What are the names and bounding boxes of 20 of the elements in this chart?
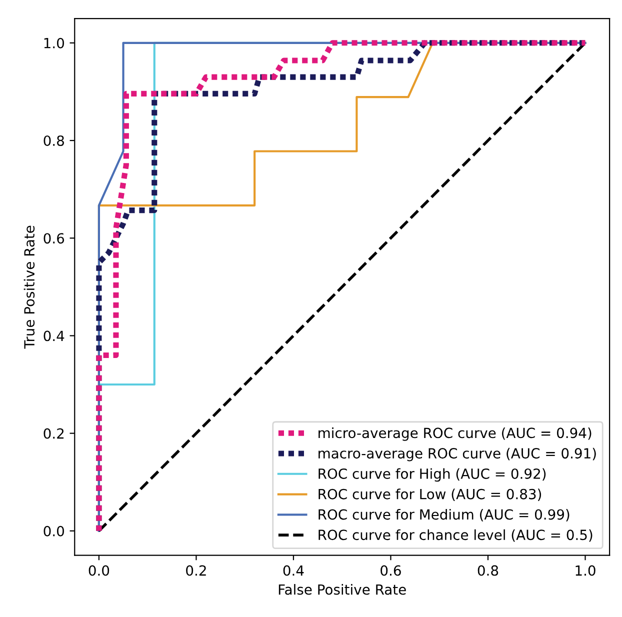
- x-tick-label: 1.0: [576, 565, 596, 576]
- x-tick-label: 0.6: [380, 565, 401, 576]
- x-axis-title: False Positive Rate: [278, 584, 406, 595]
- y-tick-label: 1.0: [44, 38, 64, 48]
- x-tick-label: 0.0: [88, 565, 110, 576]
- x-tick-label: 0.2: [186, 565, 206, 576]
- x-tick-label: 0.8: [478, 565, 498, 576]
- legend-label: ROC curve for Medium (AUC = 0.99): [318, 508, 570, 522]
- x-tick-label: 0.4: [283, 565, 304, 576]
- legend-label: ROC curve for Low (AUC = 0.83): [318, 488, 542, 501]
- y-axis-title: True Positive Rate: [24, 226, 35, 349]
- legend-label: macro-average ROC curve (AUC = 0.91): [318, 448, 596, 462]
- y-tick-label: 0.6: [44, 233, 64, 244]
- y-tick-label: 0.0: [44, 526, 64, 536]
- legend-label: ROC curve for chance level (AUC = 0.5): [318, 529, 592, 542]
- y-tick-label: 0.4: [44, 330, 64, 342]
- y-tick-label: 0.2: [44, 428, 64, 439]
- legend-label: micro-average ROC curve (AUC = 0.94): [318, 427, 592, 441]
- legend-label: ROC curve for High (AUC = 0.92): [318, 468, 546, 482]
- y-tick-label: 0.8: [44, 135, 64, 146]
